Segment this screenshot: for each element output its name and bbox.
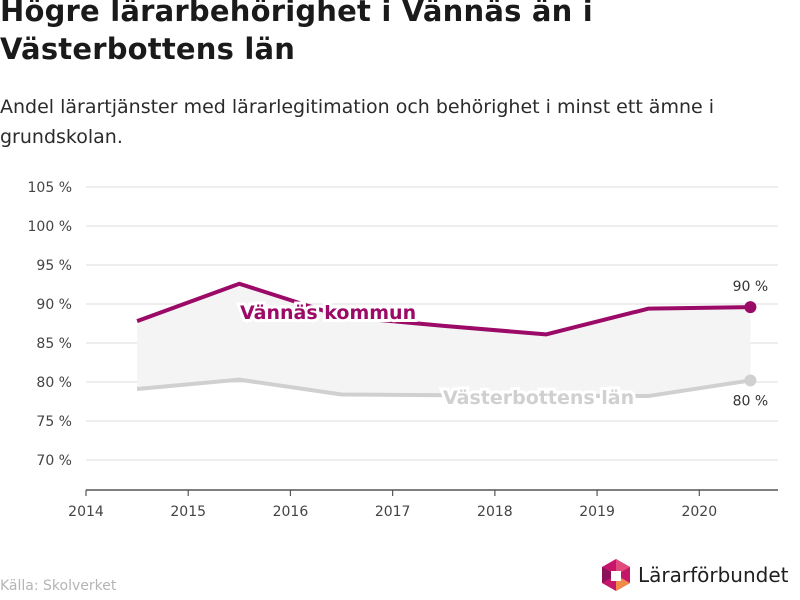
chart-title: Högre lärarbehörighet i Vännäs än i Väst… [0, 0, 593, 66]
y-tick-label: 105 % [28, 180, 72, 196]
x-tick-label: 2014 [68, 504, 104, 520]
brand-logo: Lärarförbundet [600, 555, 789, 595]
y-tick-label: 70 % [36, 453, 72, 469]
chart-subtitle: Andel lärartjänster med lärarlegitimatio… [0, 96, 715, 148]
series-name-label: Vännäs kommun [240, 302, 416, 324]
x-tick-label: 2017 [375, 504, 411, 520]
series-end-point [744, 301, 757, 314]
series-line-vannas [136, 281, 751, 337]
x-tick-label: 2020 [681, 504, 717, 520]
series-line-vasterbotten [136, 377, 751, 399]
series-name-label: Västerbottens län [443, 387, 634, 409]
source-note: Källa: Skolverket [0, 578, 117, 594]
end-value-label: 80 % [733, 393, 769, 409]
lararforbundet-logo-icon [602, 559, 630, 591]
y-tick-label: 85 % [36, 336, 72, 352]
x-tick-label: 2015 [170, 504, 206, 520]
x-tick-label: 2018 [477, 504, 513, 520]
y-tick-label: 95 % [36, 258, 72, 274]
x-tick-label: 2016 [273, 504, 309, 520]
brand-name: Lärarförbundet [638, 563, 789, 587]
x-tick-label: 2019 [579, 504, 615, 520]
y-tick-label: 90 % [36, 297, 72, 313]
series-gap-area [137, 283, 751, 397]
y-tick-label: 75 % [36, 414, 72, 430]
y-tick-label: 80 % [36, 375, 72, 391]
series-end-point [744, 374, 757, 387]
y-tick-label: 100 % [28, 219, 72, 235]
end-value-label: 90 % [733, 279, 769, 295]
